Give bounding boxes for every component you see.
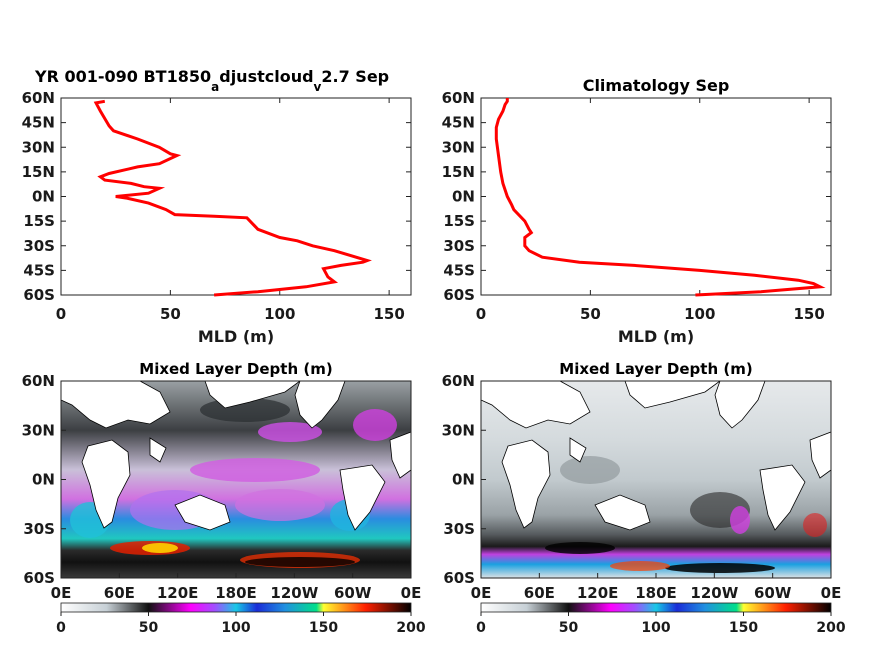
x-tick-label: 100 (264, 305, 295, 323)
x-tick-label: 150 (793, 305, 824, 323)
map-x-tick-label: 60E (524, 584, 555, 602)
map-y-tick-label: 30S (23, 520, 55, 538)
x-tick-label: 100 (684, 305, 715, 323)
profile-model-axes (60, 97, 412, 296)
map-y-tick-label: 0N (32, 471, 55, 489)
map-x-tick-label: 120E (157, 584, 199, 602)
y-tick-label: 60N (442, 89, 475, 107)
y-tick-label: 15S (23, 212, 55, 230)
colorbar-tick-label: 0 (476, 620, 486, 636)
profile-model-line (93, 99, 372, 297)
y-tick-label: 60S (443, 286, 475, 304)
profile-model-xlabel: MLD (m) (198, 327, 274, 346)
map-x-tick-label: 180E (635, 584, 677, 602)
map-model-colorbar-ticks: 0 50 100 150 200 (56, 612, 426, 636)
map-x-tick-label: 60E (104, 584, 135, 602)
map-y-tick-label: 30N (22, 421, 55, 439)
profile-climatology-title: Climatology Sep (583, 76, 730, 95)
map-x-tick-label: 120W (690, 584, 738, 602)
map-climatology-colorbar (480, 602, 832, 613)
map-climatology-colorbar-ticks: 0 50 100 150 200 (476, 612, 846, 636)
map-x-tick-label: 60W (334, 584, 372, 602)
y-tick-label: 30S (443, 237, 475, 255)
map-x-tick-label: 120W (270, 584, 318, 602)
map-model-colorbar (60, 602, 412, 613)
map-y-tick-label: 60S (23, 569, 55, 587)
x-tick-label: 150 (373, 305, 404, 323)
profile-model-title: YR 001-090 BT1850adjustcloudv2.7 Sep (34, 67, 389, 94)
y-tick-label: 15S (443, 212, 475, 230)
profile-climatology-line (494, 98, 826, 297)
map-model-land (60, 380, 412, 531)
y-tick-label: 30N (442, 138, 475, 156)
x-tick-label: 50 (160, 305, 181, 323)
colorbar-tick-label: 150 (729, 620, 758, 636)
colorbar-tick-label: 0 (56, 620, 66, 636)
map-x-tick-label: 180E (215, 584, 257, 602)
map-x-tick-label: 0E (821, 584, 842, 602)
x-tick-label: 50 (580, 305, 601, 323)
profile-climatology-axes (480, 97, 832, 296)
map-x-tick-label: 0E (401, 584, 422, 602)
map-x-tick-label: 60W (754, 584, 792, 602)
x-tick-label: 0 (56, 305, 66, 323)
y-tick-label: 45S (443, 261, 475, 279)
y-tick-label: 60N (22, 89, 55, 107)
map-y-tick-label: 60N (442, 372, 475, 390)
map-x-tick-label: 120E (577, 584, 619, 602)
y-tick-label: 15N (22, 163, 55, 181)
colorbar-tick-label: 200 (396, 620, 425, 636)
map-model-title: Mixed Layer Depth (m) (139, 360, 332, 378)
y-tick-label: 30N (22, 138, 55, 156)
profile-climatology-xlabel: MLD (m) (618, 327, 694, 346)
y-tick-label: 0N (32, 188, 55, 206)
map-climatology-title: Mixed Layer Depth (m) (559, 360, 752, 378)
colorbar-tick-label: 50 (139, 620, 159, 636)
map-x-tick-label: 0E (471, 584, 492, 602)
colorbar-tick-label: 200 (816, 620, 845, 636)
x-tick-label: 0 (476, 305, 486, 323)
profile-chart-climatology: Climatology Sep 60N45N30N15N0N15S30S45S6… (442, 76, 832, 346)
map-x-tick-label: 0E (51, 584, 72, 602)
y-tick-label: 0N (452, 188, 475, 206)
y-tick-label: 30S (23, 237, 55, 255)
y-tick-label: 45S (23, 261, 55, 279)
colorbar-tick-label: 100 (641, 620, 670, 636)
y-tick-label: 45N (22, 114, 55, 132)
map-y-tick-label: 30N (442, 421, 475, 439)
map-climatology-land (480, 380, 832, 531)
colorbar-tick-label: 150 (309, 620, 338, 636)
map-model: Mixed Layer Depth (m) 60 (22, 360, 426, 636)
map-y-tick-label: 0N (452, 471, 475, 489)
profile-chart-model: YR 001-090 BT1850adjustcloudv2.7 Sep 60N… (22, 67, 412, 346)
y-tick-label: 60S (23, 286, 55, 304)
map-y-tick-label: 60N (22, 372, 55, 390)
colorbar-tick-label: 100 (221, 620, 250, 636)
map-y-tick-label: 60S (443, 569, 475, 587)
colorbar-tick-label: 50 (559, 620, 579, 636)
map-y-tick-label: 30S (443, 520, 475, 538)
y-tick-label: 15N (442, 163, 475, 181)
y-tick-label: 45N (442, 114, 475, 132)
